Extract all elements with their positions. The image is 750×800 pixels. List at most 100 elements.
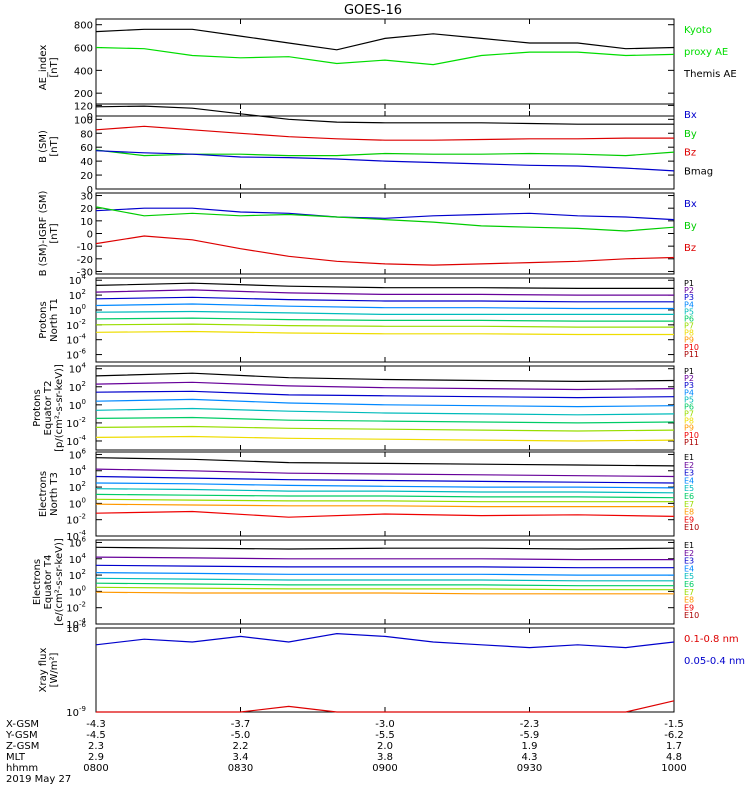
legend-entry: Bz bbox=[684, 243, 696, 254]
y-tick-label: 40 bbox=[80, 157, 93, 168]
y-tick-label: 102 bbox=[69, 480, 86, 494]
footer-row-label: MLT bbox=[6, 752, 26, 763]
series-line-1 bbox=[95, 46, 675, 66]
legend-entry: E1 bbox=[684, 541, 694, 550]
y-tick-label: 20 bbox=[80, 204, 93, 215]
series-line-0 bbox=[95, 207, 675, 221]
y-tick-label: 10-4 bbox=[66, 434, 86, 448]
legend-entry: P6 bbox=[684, 402, 694, 411]
footer-value: -5.5 bbox=[375, 730, 395, 741]
y-tick-label: 0 bbox=[87, 185, 93, 196]
series-line-6 bbox=[95, 323, 674, 328]
y-tick-label: 120 bbox=[74, 101, 93, 112]
footer-value: -3.0 bbox=[375, 719, 395, 730]
footer-value: -5.0 bbox=[231, 730, 251, 741]
legend-entry: E4 bbox=[684, 564, 694, 573]
y-tick-label: 60 bbox=[80, 143, 93, 154]
series-line-4 bbox=[95, 488, 675, 494]
y-tick-label: 104 bbox=[69, 362, 87, 376]
footer-value: 0800 bbox=[83, 763, 108, 774]
series-line-3 bbox=[95, 303, 674, 310]
series-line-4 bbox=[95, 310, 674, 315]
y-tick-label: 30 bbox=[80, 192, 93, 203]
y-tick-label: 10-2 bbox=[66, 416, 86, 430]
footer-value: 0830 bbox=[228, 763, 253, 774]
legend-entry: Kyoto bbox=[684, 25, 712, 36]
series-line-4 bbox=[95, 577, 674, 582]
legend-entry: P2 bbox=[684, 374, 694, 383]
legend-entry: P7 bbox=[684, 322, 694, 331]
series-line-1 bbox=[95, 125, 674, 141]
legend-entry: P4 bbox=[684, 300, 694, 309]
y-axis-label: Xray flux[W/m²] bbox=[38, 648, 60, 693]
footer-row-label: Z-GSM bbox=[6, 741, 39, 752]
series-line-0 bbox=[95, 632, 675, 649]
series-line-3 bbox=[95, 150, 675, 172]
legend-entry: Themis AE bbox=[683, 69, 737, 80]
legend-entry: Bx bbox=[684, 199, 697, 210]
y-axis-label: ProtonsEquator T2[p/(cm²-s-sr-keV)] bbox=[32, 364, 65, 452]
legend-entry: E7 bbox=[684, 588, 694, 597]
legend-entry: 0.1-0.8 nm bbox=[684, 634, 739, 645]
series-line-5 bbox=[95, 317, 674, 322]
y-tick-label: 102 bbox=[69, 288, 86, 302]
panel-frame bbox=[95, 365, 675, 451]
series-line-5 bbox=[95, 493, 675, 499]
legend-entry: P11 bbox=[684, 438, 699, 447]
footer-value: -3.7 bbox=[231, 719, 251, 730]
footer-value: 4.3 bbox=[522, 752, 538, 763]
legend-entry: P11 bbox=[684, 350, 699, 359]
y-tick-label: 80 bbox=[80, 129, 93, 140]
y-tick-label: 10-6 bbox=[66, 621, 86, 635]
legend-entry: E9 bbox=[684, 515, 694, 524]
legend-entry: P6 bbox=[684, 314, 694, 323]
series-line-5 bbox=[95, 582, 674, 587]
legend-entry: E10 bbox=[684, 611, 699, 620]
legend-entry: E9 bbox=[684, 603, 694, 612]
y-tick-label: 0 bbox=[87, 112, 93, 123]
legend-entry: E2 bbox=[684, 461, 694, 470]
panel-1: 0 20 40 60 80 100 120 B (SM)[nT] Bx By Bz Bmag bbox=[38, 101, 713, 196]
legend-entry: E7 bbox=[684, 500, 694, 509]
panel-frame bbox=[95, 18, 675, 117]
y-axis-label: ElectronsNorth T3 bbox=[38, 471, 60, 517]
y-axis-label: B (SM)[nT] bbox=[38, 130, 60, 163]
panel-frame bbox=[95, 539, 675, 625]
series-line-0 bbox=[95, 457, 675, 467]
legend-entry: P8 bbox=[684, 417, 694, 426]
panel-frame bbox=[95, 627, 675, 713]
legend-entry: Bz bbox=[684, 148, 696, 159]
footer-value: 2.9 bbox=[88, 752, 104, 763]
panel-frame bbox=[95, 192, 675, 275]
legend-entry: P2 bbox=[684, 286, 694, 295]
legend-entry: E4 bbox=[684, 476, 694, 485]
y-tick-label: 10-2 bbox=[66, 318, 86, 332]
y-tick-label: -20 bbox=[77, 255, 93, 266]
y-tick-label: -30 bbox=[77, 267, 93, 278]
series-line-1 bbox=[95, 289, 674, 296]
y-tick-label: 200 bbox=[74, 89, 93, 100]
footer-value: 2.0 bbox=[377, 741, 393, 752]
footer-value: 3.8 bbox=[377, 752, 393, 763]
y-tick-label: 600 bbox=[74, 44, 93, 55]
footer-value: -4.3 bbox=[86, 719, 106, 730]
series-line-7 bbox=[95, 591, 674, 595]
legend-entry: P8 bbox=[684, 329, 694, 338]
series-line-6 bbox=[95, 586, 674, 591]
y-axis-label: ProtonsNorth T1 bbox=[38, 298, 60, 342]
y-tick-label: 400 bbox=[74, 66, 93, 77]
series-line-1 bbox=[95, 468, 675, 478]
panel-frame bbox=[95, 103, 675, 190]
series-line-0 bbox=[95, 28, 675, 51]
panel-0: 0 200 400 600 800 AE_index[nT] Kyoto proxy AE Th… bbox=[38, 18, 737, 123]
footer-value: -1.5 bbox=[664, 719, 684, 730]
series-line-6 bbox=[95, 425, 675, 432]
series-line-3 bbox=[95, 398, 675, 408]
y-tick-label: 104 bbox=[69, 552, 87, 566]
legend-entry: E8 bbox=[684, 508, 694, 517]
